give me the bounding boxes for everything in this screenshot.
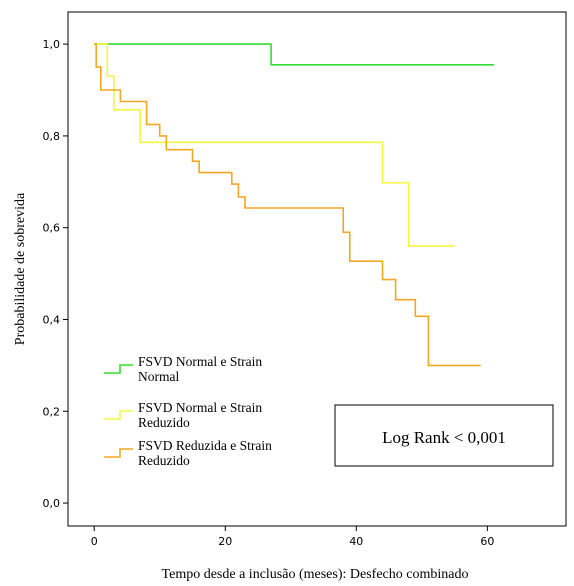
plot-frame (67, 11, 567, 527)
x-tick-label: 20 (218, 535, 232, 548)
log-rank-box (334, 404, 554, 467)
y-tick-label: 0,4 (43, 313, 61, 326)
y-tick-label: 0,6 (43, 222, 61, 235)
legend-swatch-2 (104, 410, 133, 420)
y-tick-label: 1,0 (43, 38, 61, 51)
legend-label-1: FSVD Normal e Strain (138, 354, 262, 369)
x-axis-title: Tempo desde a inclusão (meses): Desfecho… (162, 567, 469, 582)
legend-label-2: Reduzido (138, 415, 190, 430)
y-tick-label: 0,0 (43, 497, 61, 510)
legend-label-1: Normal (138, 369, 179, 384)
legend-label-2: FSVD Normal e Strain (138, 400, 262, 415)
legend-swatch-1 (104, 364, 133, 374)
x-tick-label: 0 (91, 535, 98, 548)
series-line-2 (94, 43, 455, 247)
y-axis-title: Probabilidade de sobrevida (13, 192, 28, 345)
legend-label-3: FSVD Reduzida e Strain (138, 438, 272, 453)
log-rank-annotation: Log Rank < 0,001 (382, 428, 506, 447)
legend-label-3: Reduzido (138, 453, 190, 468)
legend-swatch-3 (104, 448, 133, 458)
x-tick-label: 60 (480, 535, 494, 548)
y-tick-label: 0,2 (43, 405, 61, 418)
x-tick-label: 40 (349, 535, 363, 548)
series-line-3 (94, 43, 481, 367)
series-line-1 (94, 43, 494, 66)
y-tick-label: 0,8 (43, 130, 61, 143)
